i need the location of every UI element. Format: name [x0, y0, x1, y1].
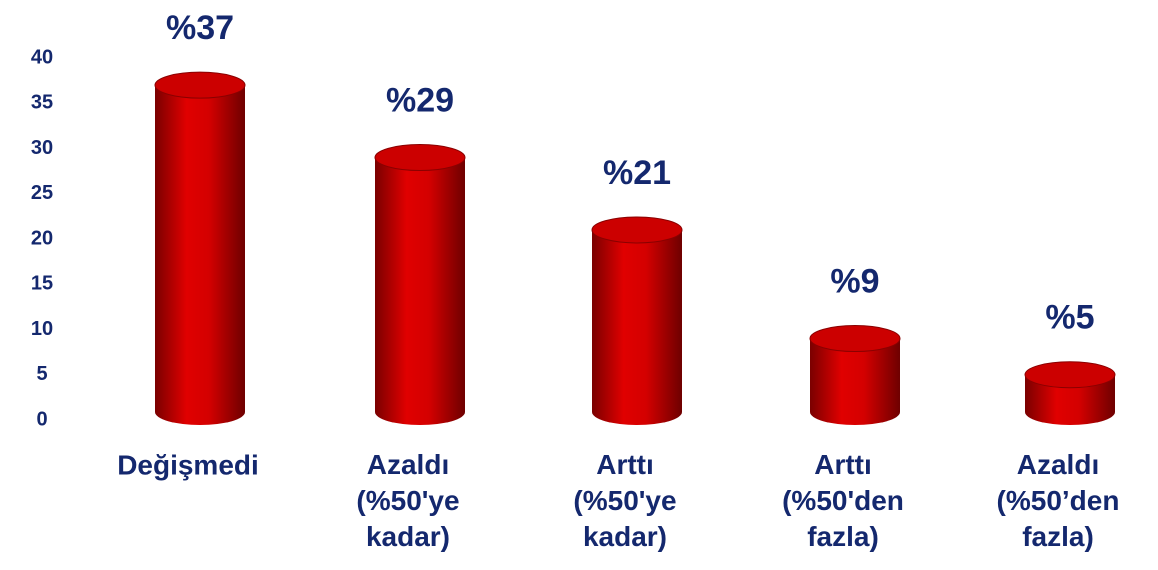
- x-tick-label: Arttı (%50'ye kadar): [573, 449, 676, 552]
- y-tick-label: 10: [31, 318, 53, 340]
- value-label: %21: [603, 154, 671, 192]
- bar: [375, 157, 465, 412]
- bar-top: [809, 325, 901, 353]
- bar: [592, 229, 682, 412]
- y-tick-label: 15: [31, 273, 53, 295]
- x-tick-label: Azaldı (%50'ye kadar): [356, 449, 459, 552]
- y-tick-label: 5: [36, 363, 47, 385]
- y-tick-label: 25: [31, 182, 53, 204]
- x-tick-label: Değişmedi: [117, 449, 259, 480]
- y-tick-label: 35: [31, 92, 53, 114]
- x-tick-label: Azaldı (%50’den fazla): [997, 449, 1120, 552]
- value-label: %37: [166, 9, 234, 47]
- bar-top: [374, 144, 466, 172]
- value-label: %29: [386, 82, 454, 120]
- y-tick-label: 0: [36, 408, 47, 430]
- y-tick-label: 40: [31, 46, 53, 68]
- bar-top: [1024, 361, 1116, 389]
- value-label: %5: [1045, 299, 1094, 337]
- bar-top: [154, 71, 246, 99]
- value-label: %9: [830, 263, 879, 301]
- y-tick-label: 30: [31, 137, 53, 159]
- bar: [155, 85, 245, 413]
- bar-top: [591, 216, 683, 244]
- x-tick-label: Arttı (%50'den fazla): [782, 449, 904, 552]
- y-tick-label: 20: [31, 227, 53, 249]
